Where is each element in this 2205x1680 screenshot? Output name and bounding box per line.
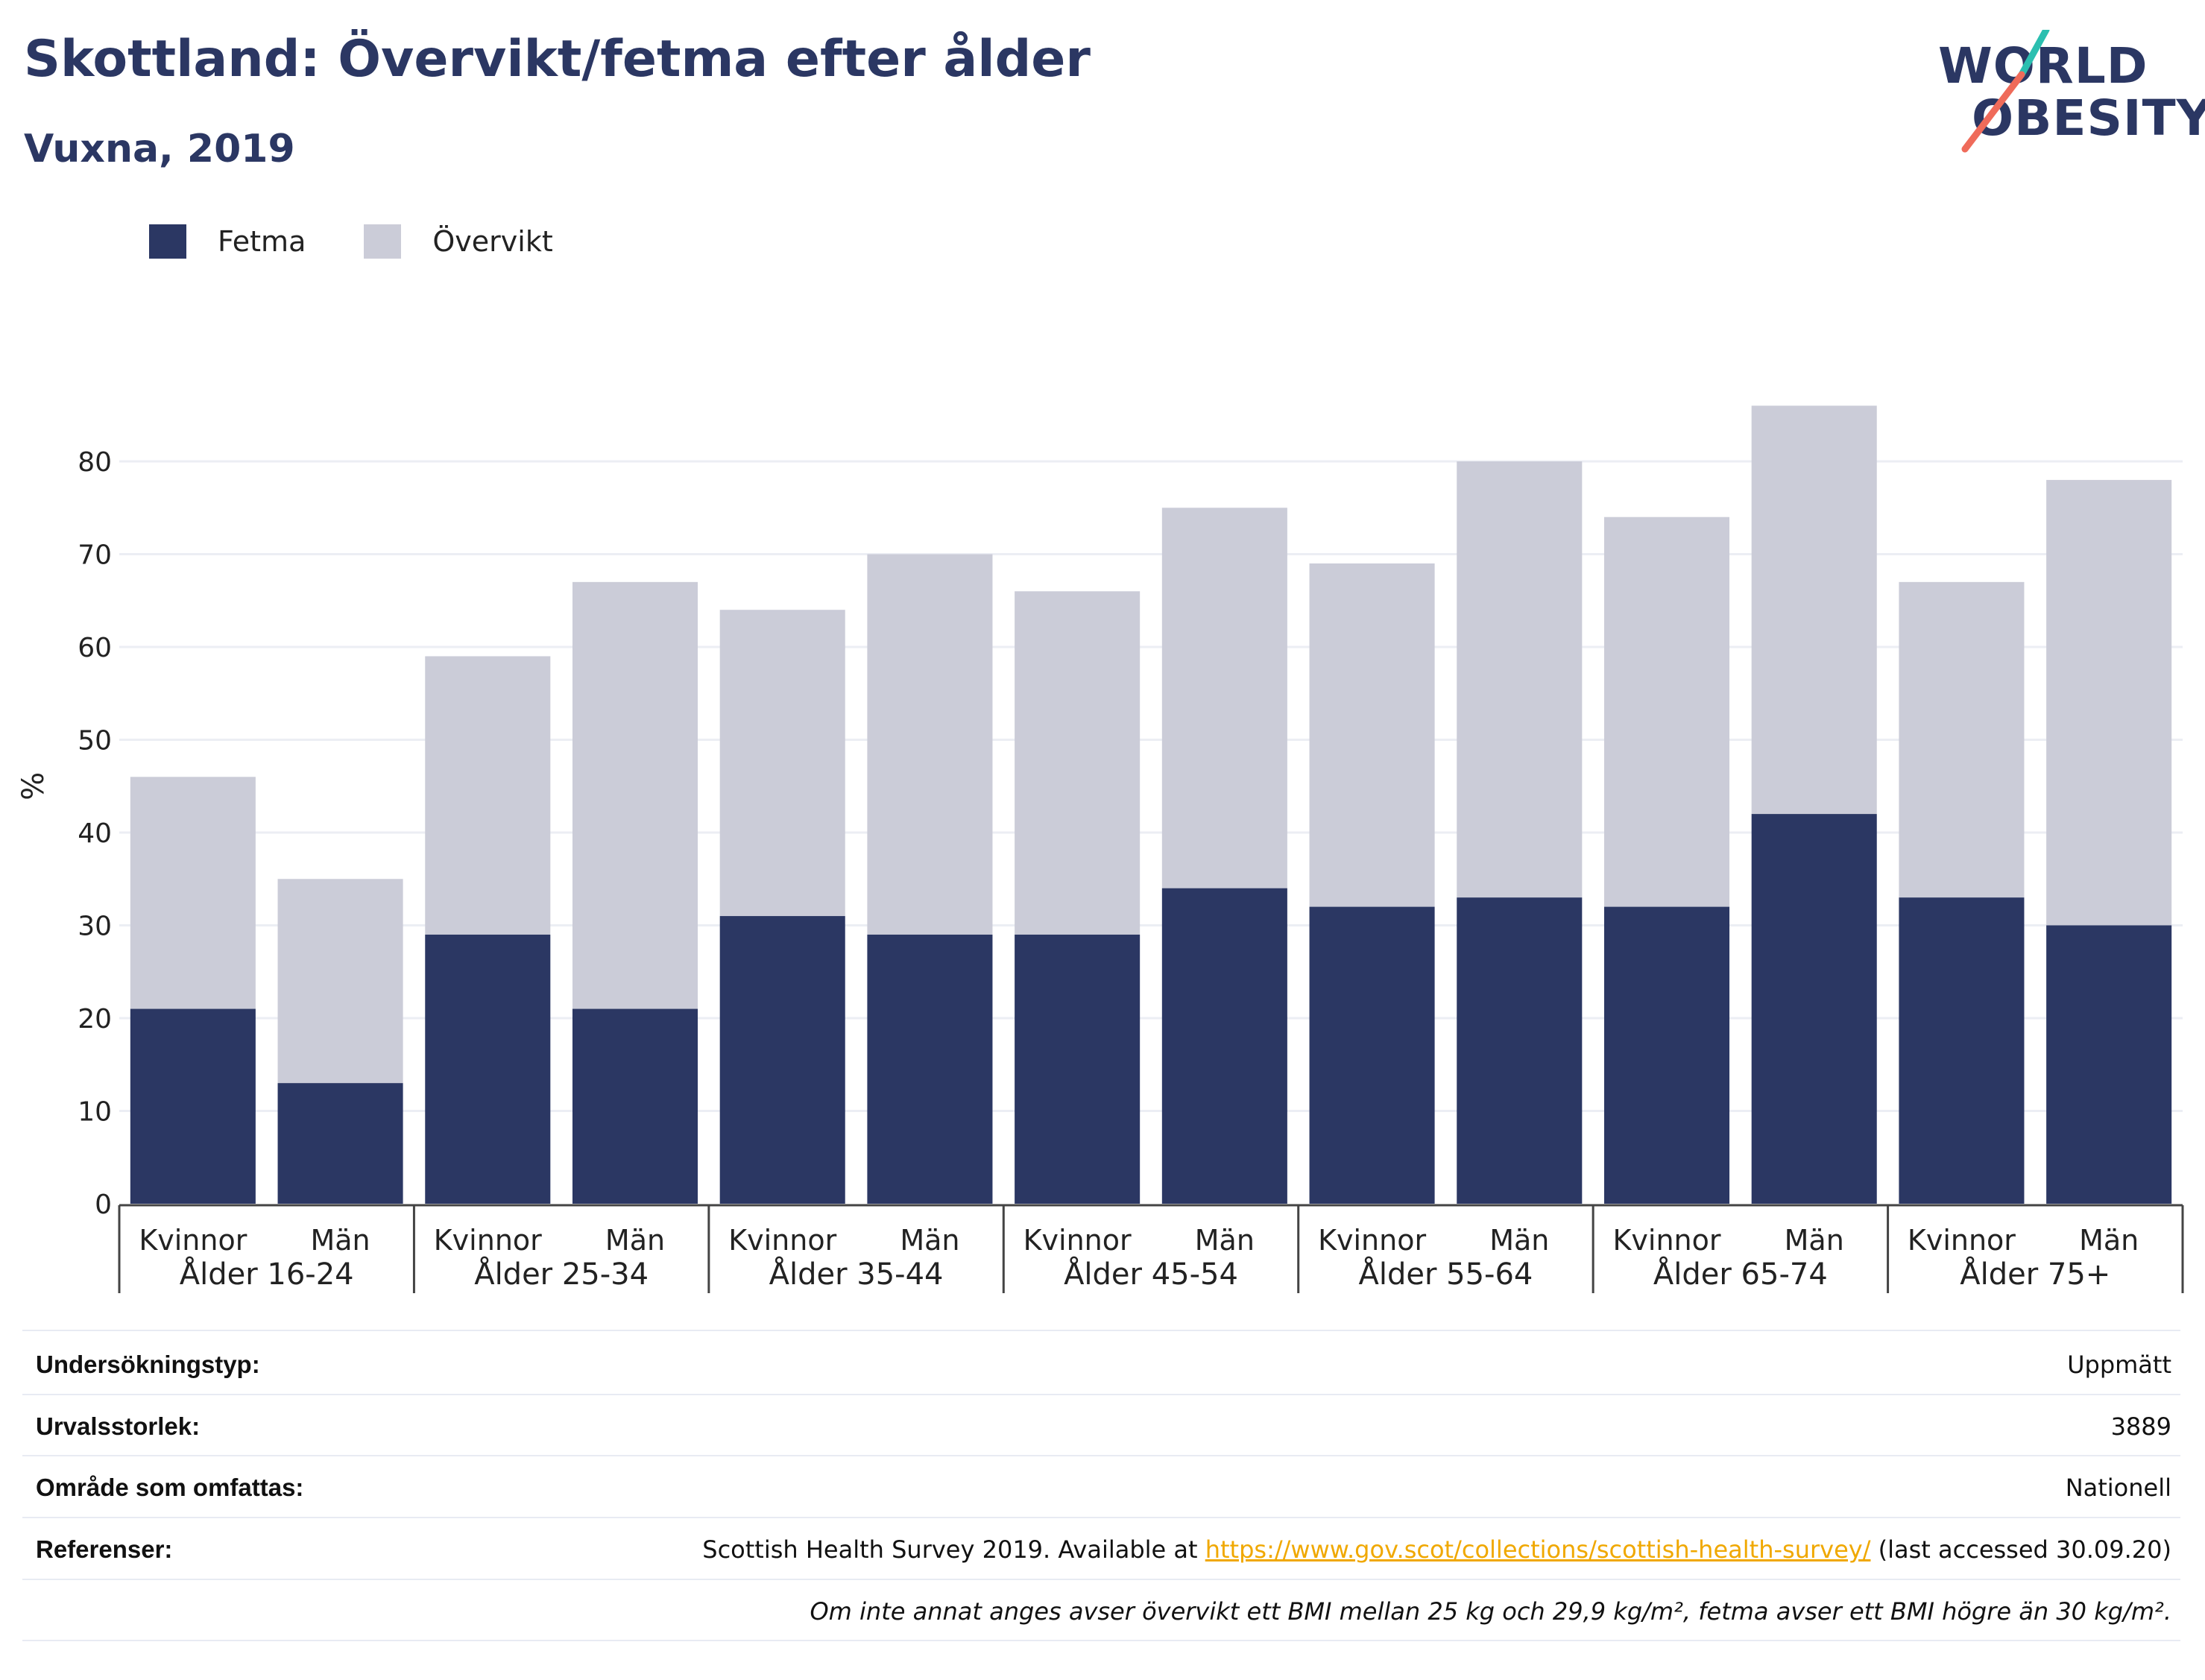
- chart-subtitle: Vuxna, 2019: [24, 127, 295, 171]
- y-tick-label: 80: [78, 447, 112, 478]
- x-group-label: Ålder 75+: [1960, 1256, 2110, 1292]
- bar-fetma: [2046, 925, 2172, 1204]
- bar-overvikt: [1899, 581, 2025, 898]
- y-tick-label: 10: [78, 1097, 112, 1128]
- y-tick-label: 20: [78, 1004, 112, 1035]
- bar-overvikt: [1751, 405, 1877, 815]
- x-subcategory-label: Män: [2079, 1224, 2139, 1257]
- meta-row-survey-type: Undersökningstyp: Uppmätt: [22, 1334, 2180, 1395]
- y-tick-label: 40: [78, 818, 112, 849]
- x-group-label: Ålder 16-24: [180, 1256, 354, 1292]
- x-group-label: Ålder 65-74: [1653, 1256, 1828, 1292]
- x-subcategory-label: Kvinnor: [1908, 1224, 2016, 1257]
- reference-prefix: Scottish Health Survey 2019. Available a…: [702, 1535, 1205, 1564]
- y-tick-label: 0: [95, 1190, 112, 1220]
- bar-overvikt: [2046, 479, 2172, 926]
- y-tick-label: 50: [78, 726, 112, 757]
- bar-fetma: [1751, 814, 1877, 1204]
- bar-overvikt: [425, 656, 551, 935]
- bar-fetma: [1309, 906, 1435, 1204]
- x-subcategory-label: Kvinnor: [1612, 1224, 1720, 1257]
- bar-overvikt: [277, 879, 403, 1084]
- bar-overvikt: [1457, 461, 1583, 898]
- bar-fetma: [277, 1083, 403, 1204]
- y-axis-label: %: [16, 772, 51, 800]
- logo-line-2: OBESITY: [1972, 89, 2205, 147]
- bar-fetma: [1161, 888, 1287, 1204]
- bar-fetma: [719, 916, 845, 1204]
- reference-suffix: (last accessed 30.09.20): [1870, 1535, 2171, 1564]
- x-subcategory-label: Män: [605, 1224, 665, 1257]
- x-subcategory-label: Kvinnor: [434, 1224, 542, 1257]
- bar-fetma: [1899, 897, 2025, 1204]
- legend-swatch-fetma: [149, 224, 186, 259]
- meta-divider: [22, 1640, 2180, 1641]
- bar-fetma: [1603, 906, 1730, 1204]
- y-tick-label: 30: [78, 912, 112, 942]
- bar-overvikt: [1161, 508, 1287, 888]
- meta-divider: [22, 1394, 2180, 1395]
- bmi-note: Om inte annat anges avser övervikt ett B…: [810, 1597, 2171, 1626]
- legend-item-overvikt[interactable]: Övervikt: [364, 224, 553, 259]
- bar-overvikt: [572, 581, 698, 1009]
- x-subcategory-label: Män: [900, 1224, 959, 1257]
- x-subcategory-label: Män: [1785, 1224, 1844, 1257]
- reference-link[interactable]: https://www.gov.scot/collections/scottis…: [1205, 1535, 1871, 1564]
- bar-fetma: [1457, 897, 1583, 1204]
- bar-overvikt: [867, 554, 993, 935]
- x-subcategory-label: Kvinnor: [1318, 1224, 1426, 1257]
- bar-fetma: [572, 1008, 698, 1204]
- bar-overvikt: [1309, 563, 1435, 907]
- bar-overvikt: [130, 777, 256, 1009]
- x-group-label: Ålder 25-34: [474, 1256, 649, 1292]
- bar-overvikt: [1603, 517, 1730, 907]
- legend-item-fetma[interactable]: Fetma: [149, 224, 306, 259]
- bar-fetma: [425, 934, 551, 1204]
- meta-row-note: Om inte annat anges avser övervikt ett B…: [22, 1581, 2180, 1642]
- world-obesity-logo: WORLD OBESITY: [1938, 30, 2205, 157]
- x-group-label: Ålder 45-54: [1064, 1256, 1238, 1292]
- chart-title: Skottland: Övervikt/fetma efter ålder: [24, 30, 1091, 89]
- meta-divider: [22, 1455, 2180, 1456]
- references-value: Scottish Health Survey 2019. Available a…: [702, 1535, 2180, 1564]
- bar-overvikt: [719, 610, 845, 917]
- x-subcategory-label: Män: [310, 1224, 370, 1257]
- meta-divider: [22, 1579, 2180, 1580]
- legend-swatch-overvikt: [364, 224, 402, 259]
- meta-row-area: Område som omfattas: Nationell: [22, 1457, 2180, 1518]
- x-group-label: Ålder 35-44: [769, 1256, 944, 1292]
- bar-fetma: [130, 1008, 256, 1204]
- meta-value: Uppmätt: [2067, 1351, 2171, 1379]
- logo-slash-icon: [1961, 30, 2050, 153]
- x-subcategory-label: Kvinnor: [728, 1224, 836, 1257]
- bar-overvikt: [1015, 591, 1141, 935]
- x-subcategory-label: Kvinnor: [139, 1224, 247, 1257]
- legend-label-overvikt: Övervikt: [432, 225, 553, 258]
- x-subcategory-label: Män: [1195, 1224, 1255, 1257]
- x-subcategory-label: Kvinnor: [1023, 1224, 1132, 1257]
- meta-value: 3889: [2110, 1412, 2171, 1441]
- meta-divider: [22, 1330, 2180, 1331]
- y-tick-label: 60: [78, 633, 112, 663]
- meta-label: Område som omfattas:: [36, 1474, 304, 1501]
- meta-label: Urvalsstorlek:: [36, 1412, 201, 1440]
- bar-fetma: [867, 934, 993, 1204]
- meta-row-references: Referenser: Scottish Health Survey 2019.…: [22, 1519, 2180, 1580]
- logo-line-1: WORLD: [1938, 37, 2148, 95]
- legend-label-fetma: Fetma: [218, 225, 306, 258]
- meta-divider: [22, 1517, 2180, 1518]
- x-group-label: Ålder 55-64: [1358, 1256, 1533, 1292]
- y-tick-label: 70: [78, 540, 112, 571]
- meta-label: Referenser:: [36, 1535, 173, 1563]
- meta-label: Undersökningstyp:: [36, 1351, 260, 1378]
- meta-row-sample-size: Urvalsstorlek: 3889: [22, 1396, 2180, 1457]
- stacked-bar-chart: 0 10 20 30 40 50 60 70 80% Kvinnor Män Kvinnor Män Kv…: [16, 405, 2184, 1293]
- meta-value: Nationell: [2065, 1474, 2171, 1502]
- bar-fetma: [1015, 934, 1141, 1204]
- chart-legend: Fetma Övervikt: [149, 221, 611, 262]
- x-subcategory-label: Män: [1489, 1224, 1549, 1257]
